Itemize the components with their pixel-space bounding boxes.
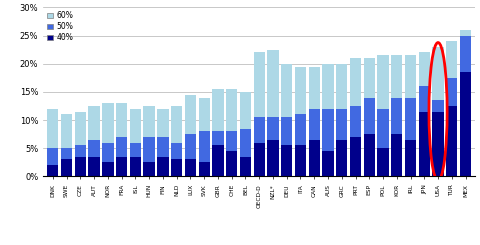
Bar [212, 131, 224, 145]
Bar [212, 145, 224, 176]
Bar [323, 64, 334, 109]
Bar [336, 109, 348, 140]
Bar [130, 157, 141, 176]
Bar [88, 157, 100, 176]
Bar [88, 140, 100, 157]
Bar [391, 134, 402, 176]
Bar [199, 98, 210, 131]
Bar [157, 157, 168, 176]
Bar [253, 52, 265, 117]
Bar [419, 52, 430, 86]
Bar [116, 137, 127, 157]
Legend: 60%, 50%, 40%: 60%, 50%, 40% [46, 10, 74, 44]
Bar [460, 72, 471, 176]
Bar [309, 67, 320, 109]
Bar [446, 106, 457, 176]
Bar [364, 134, 375, 176]
Bar [460, 36, 471, 72]
Bar [281, 145, 292, 176]
Bar [102, 143, 113, 162]
Bar [350, 106, 361, 137]
Bar [116, 103, 127, 137]
Bar [116, 157, 127, 176]
Bar [295, 67, 306, 114]
Bar [253, 143, 265, 176]
Bar [281, 117, 292, 145]
Bar [47, 109, 59, 148]
Bar [405, 55, 416, 98]
Bar [391, 98, 402, 134]
Bar [61, 159, 72, 176]
Bar [226, 89, 237, 131]
Bar [377, 148, 389, 176]
Bar [446, 41, 457, 78]
Bar [323, 109, 334, 151]
Bar [171, 159, 182, 176]
Bar [267, 49, 278, 117]
Bar [391, 55, 402, 98]
Bar [295, 114, 306, 145]
Bar [88, 106, 100, 140]
Bar [144, 162, 155, 176]
Bar [240, 157, 251, 176]
Bar [460, 30, 471, 36]
Bar [199, 162, 210, 176]
Bar [75, 145, 86, 157]
Bar [185, 95, 196, 134]
Bar [405, 98, 416, 140]
Bar [350, 137, 361, 176]
Bar [144, 106, 155, 137]
Bar [446, 78, 457, 106]
Bar [75, 157, 86, 176]
Bar [267, 117, 278, 140]
Bar [405, 140, 416, 176]
Bar [130, 143, 141, 157]
Bar [185, 134, 196, 159]
Bar [185, 159, 196, 176]
Bar [336, 140, 348, 176]
Bar [102, 162, 113, 176]
Bar [75, 111, 86, 145]
Bar [364, 58, 375, 98]
Bar [212, 89, 224, 131]
Bar [267, 140, 278, 176]
Bar [377, 109, 389, 148]
Bar [240, 128, 251, 157]
Bar [157, 137, 168, 157]
Bar [419, 86, 430, 111]
Bar [295, 145, 306, 176]
Bar [432, 47, 444, 100]
Bar [364, 98, 375, 134]
Bar [47, 165, 59, 176]
Bar [61, 114, 72, 148]
Bar [226, 151, 237, 176]
Bar [61, 148, 72, 159]
Bar [432, 100, 444, 111]
Bar [171, 143, 182, 159]
Bar [47, 148, 59, 165]
Bar [102, 103, 113, 143]
Bar [240, 92, 251, 128]
Bar [323, 151, 334, 176]
Bar [171, 106, 182, 143]
Bar [419, 111, 430, 176]
Bar [226, 131, 237, 151]
Bar [336, 64, 348, 109]
Bar [253, 117, 265, 143]
Bar [432, 111, 444, 176]
Bar [309, 109, 320, 140]
Bar [157, 109, 168, 137]
Bar [350, 58, 361, 106]
Bar [144, 137, 155, 162]
Bar [130, 109, 141, 143]
Bar [377, 55, 389, 109]
Bar [309, 140, 320, 176]
Bar [281, 64, 292, 117]
Bar [199, 131, 210, 162]
